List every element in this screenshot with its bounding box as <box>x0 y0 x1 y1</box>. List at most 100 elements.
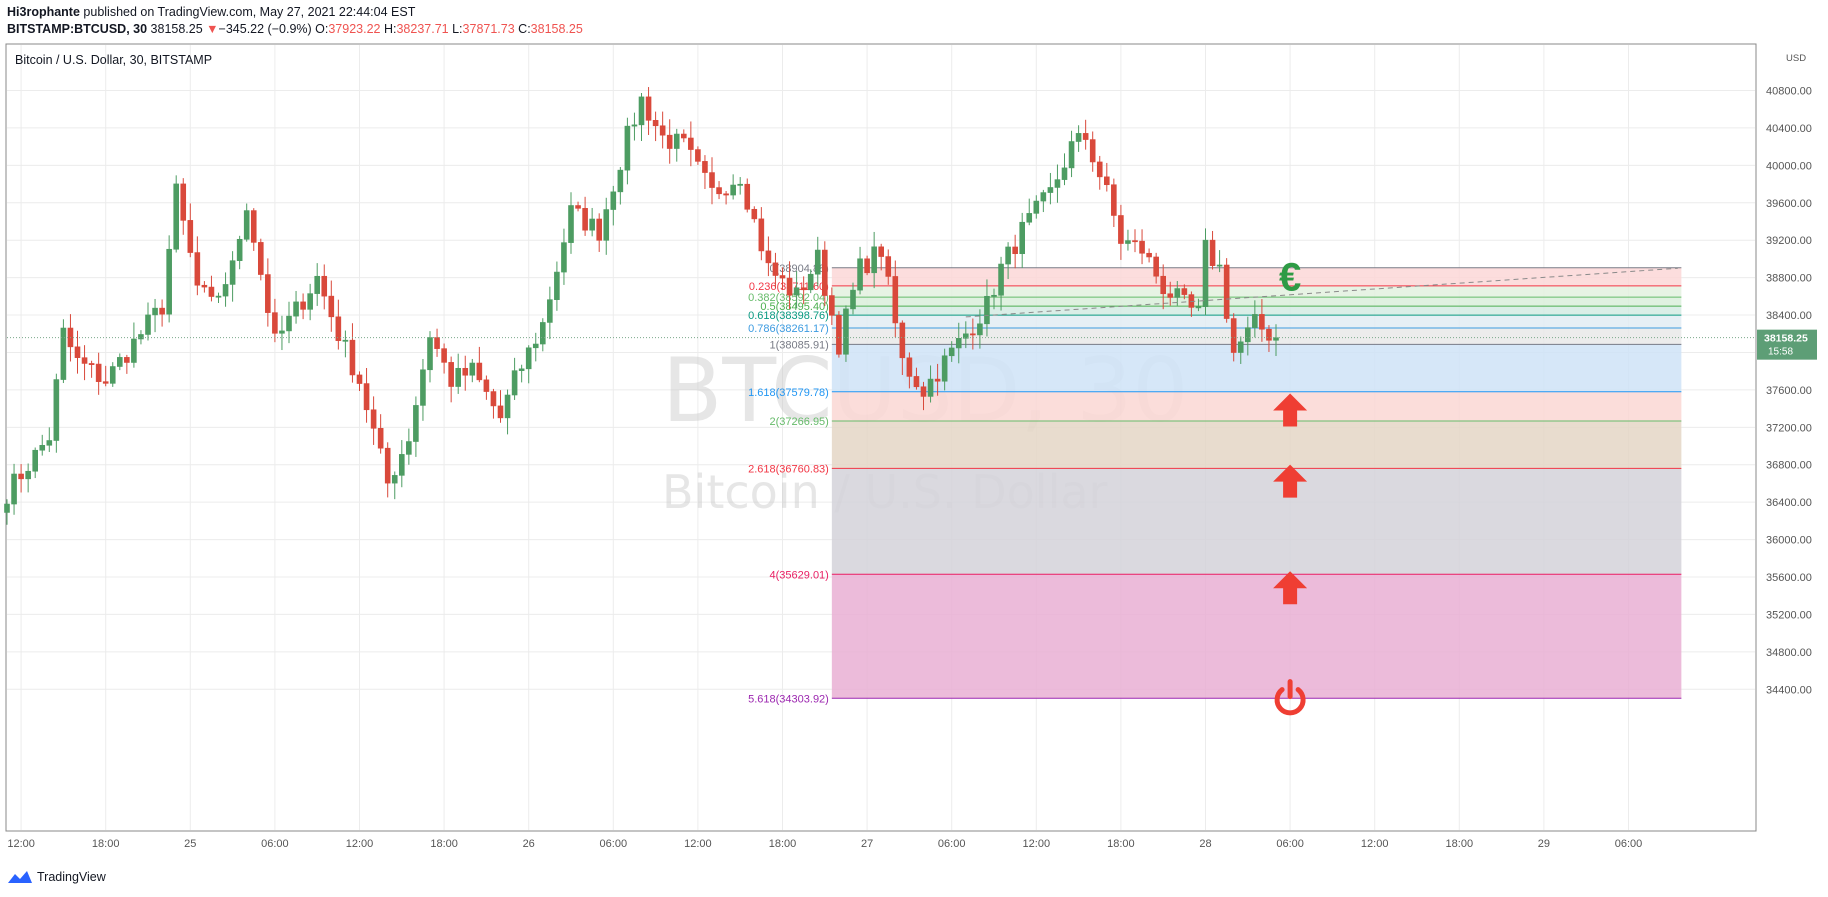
candle-body <box>138 334 144 340</box>
candle-body <box>589 218 595 231</box>
candle-body <box>814 249 821 275</box>
footer-brand[interactable]: TradingView <box>37 870 106 884</box>
candle-body <box>1245 327 1251 343</box>
candle-body <box>215 295 222 298</box>
candle-body <box>342 339 349 342</box>
fib-zone <box>831 344 1682 392</box>
price-tick-label: 34800.00 <box>1766 647 1812 659</box>
fib-zone <box>831 267 1682 286</box>
price-tick-label: 37600.00 <box>1766 385 1812 397</box>
fib-level-label: 1(38085.91) <box>770 339 829 351</box>
symbol-label: BITSTAMP:BTCUSD, 30 <box>7 22 148 36</box>
candle-body <box>603 209 610 241</box>
candle-body <box>1223 264 1230 319</box>
candle-body <box>1259 314 1265 330</box>
candle-body <box>970 333 976 336</box>
candle-body <box>483 379 490 392</box>
fib-extension-tool[interactable]: 0(38904.88)0.236(38711.60)0.382(38592.04… <box>748 263 1682 705</box>
price-tick-label: 35200.00 <box>1766 609 1812 621</box>
up-arrow-icon <box>1273 464 1308 498</box>
candle-body <box>857 258 863 291</box>
candle-body <box>652 120 659 127</box>
candle-body <box>497 405 504 419</box>
candle-body <box>765 250 772 264</box>
candle-body <box>25 470 31 480</box>
current-price-tag <box>1757 329 1817 360</box>
candle-body <box>272 312 278 334</box>
candle-body <box>434 337 440 349</box>
candle-body <box>610 191 617 210</box>
candle-body <box>455 367 462 387</box>
price-change: −345.22 (−0.9%) <box>218 22 312 36</box>
candle-body <box>391 475 398 484</box>
candle-body <box>1202 239 1209 307</box>
candle-body <box>1019 221 1026 255</box>
candle-body <box>222 284 229 297</box>
candle-body <box>864 258 870 274</box>
candle-body <box>532 343 539 349</box>
candle-body <box>962 333 969 339</box>
candle-body <box>356 374 363 384</box>
candle-body <box>102 381 109 384</box>
candle-body <box>95 363 102 382</box>
high-value: 38237.71 <box>396 22 449 36</box>
candle-body <box>977 323 983 336</box>
candle-body <box>145 314 151 335</box>
candle-body <box>335 316 342 341</box>
candle-body <box>1160 275 1166 295</box>
candle-body <box>180 183 187 221</box>
candle-body <box>159 307 165 315</box>
up-arrow-icon <box>1273 571 1308 605</box>
candle-body <box>730 184 736 196</box>
time-tick-label: 26 <box>523 838 535 850</box>
price-tick-label: 36400.00 <box>1766 497 1812 509</box>
candle-body <box>991 294 997 297</box>
time-tick-label: 12:00 <box>684 838 712 850</box>
candle-body <box>427 337 433 371</box>
current-price-label: 38158.25 <box>1764 333 1808 345</box>
author-name[interactable]: Hi3rophante <box>7 5 80 19</box>
candle-body <box>547 299 553 323</box>
candle-body <box>885 256 892 277</box>
time-tick-label: 18:00 <box>1107 838 1135 850</box>
time-tick-label: 18:00 <box>430 838 458 850</box>
candle-body <box>723 193 729 196</box>
low-value: 37871.73 <box>462 22 515 36</box>
candle-body <box>243 210 250 240</box>
candle-body <box>525 347 532 370</box>
candle-body <box>4 503 10 513</box>
price-axis[interactable]: 34400.00 34800.00 35200.00 35600.00 36000.00… <box>1755 44 1817 831</box>
candle-body <box>1061 167 1068 180</box>
candle-body <box>490 391 497 407</box>
tradingview-logo-icon <box>8 871 32 883</box>
candle-body <box>1054 179 1061 188</box>
candle-body <box>307 293 313 310</box>
candle-body <box>377 428 384 449</box>
candle-body <box>948 347 955 357</box>
candle-body <box>878 246 885 257</box>
time-axis[interactable]: 12:00 18:00 25 06:00 12:00 18:00 26 06:00 12:00 1… <box>7 838 1642 850</box>
time-tick-label: 12:00 <box>7 838 35 850</box>
down-arrow-icon: ▼ <box>206 22 219 36</box>
candle-body <box>300 301 306 310</box>
trend-line-segment <box>965 267 1678 318</box>
candle-body <box>673 133 680 149</box>
candle-body <box>131 338 137 363</box>
candle-body <box>518 368 525 371</box>
time-tick-label: 06:00 <box>261 838 289 850</box>
time-tick-label: 29 <box>1538 838 1550 850</box>
candle-body <box>709 172 715 188</box>
fib-zone <box>831 421 1682 469</box>
candle-body <box>998 263 1004 296</box>
trend-line[interactable] <box>965 267 1678 318</box>
candle-body <box>1040 192 1047 202</box>
candle-body <box>1068 141 1075 169</box>
published-text: published on TradingView.com, May 27, 20… <box>79 5 416 19</box>
candle-body <box>469 362 476 376</box>
time-tick-label: 06:00 <box>600 838 628 850</box>
candle-body <box>1230 318 1237 353</box>
candle-body <box>1266 328 1272 341</box>
arrow-shape <box>1273 464 1308 498</box>
candle-body <box>32 449 39 472</box>
